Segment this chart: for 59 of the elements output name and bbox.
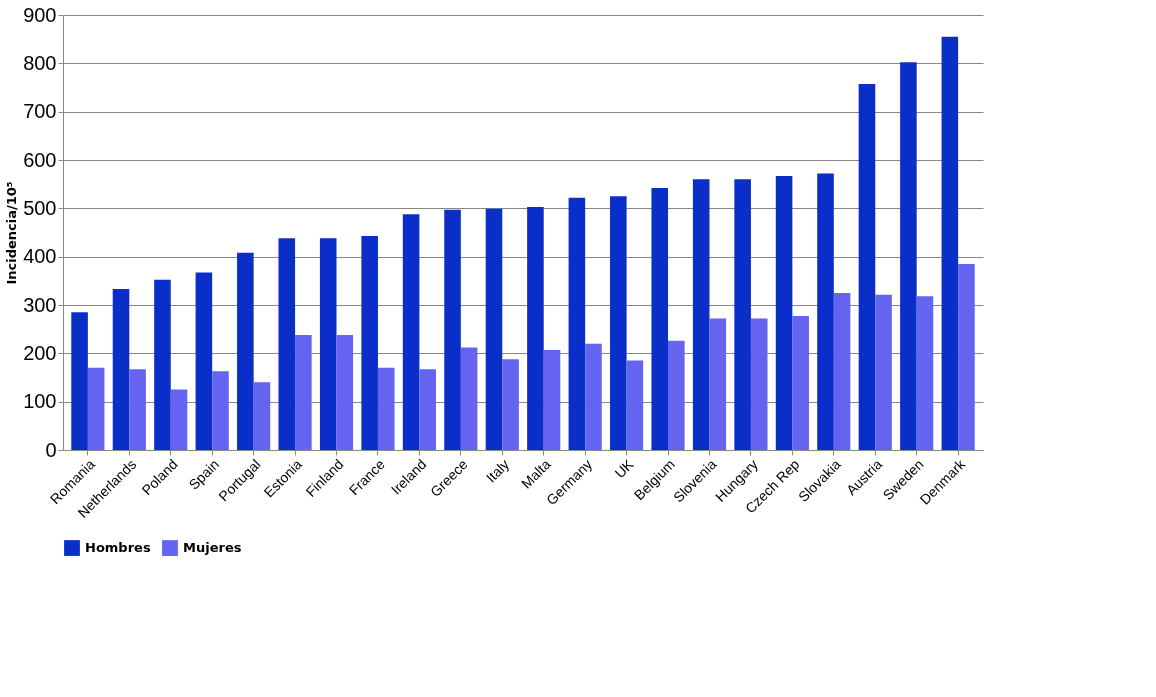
bar [319,238,337,450]
bar [750,318,768,450]
bar [833,292,851,450]
bar [112,289,130,450]
bar [775,175,793,450]
y-axis-title: Incidencia/10⁵ [4,181,20,285]
x-tick-label: UK [611,455,637,482]
bar [237,252,254,450]
bar [543,349,561,450]
bar [734,179,751,450]
bar [87,367,105,450]
bar [154,279,171,450]
bar [444,209,461,450]
bar [792,316,809,450]
bar [916,296,934,450]
bar [709,318,727,450]
legend-label: Mujeres [183,540,242,556]
bar [668,340,685,450]
bar [651,188,669,450]
bar [377,367,395,450]
bar [195,272,213,450]
y-tick-label: 200 [23,341,57,364]
y-tick-label: 500 [23,196,57,219]
bar [460,347,478,450]
y-tick-label: 800 [23,51,57,74]
bar [278,238,296,450]
bar [336,334,354,450]
y-tick-label: 700 [23,100,57,123]
x-tick-label: Italy [482,456,513,486]
legend-label: Hombres [85,540,151,556]
bar [958,263,975,450]
bar [817,173,834,450]
bar [527,206,544,450]
bar [900,62,917,450]
bar [610,196,627,450]
bar [71,312,88,450]
bar [941,36,959,450]
bar [253,382,271,450]
bar [419,369,436,450]
y-tick-label: 600 [23,148,57,171]
bar [502,359,519,450]
y-tick-label: 300 [23,293,57,316]
bar [626,360,644,450]
y-tick-label: 400 [23,245,57,268]
bar [875,294,892,450]
y-tick-label: 900 [23,3,57,26]
bar [361,235,378,450]
bar [858,84,876,450]
bar [485,208,503,450]
bar [129,369,146,450]
y-tick-label: 100 [23,390,57,413]
bar [212,371,229,450]
y-tick-label: 0 [45,438,57,461]
bar [402,214,420,450]
bar [295,334,312,450]
bar [568,197,586,450]
bar [692,179,710,450]
bar [585,343,602,450]
bar [170,389,188,450]
